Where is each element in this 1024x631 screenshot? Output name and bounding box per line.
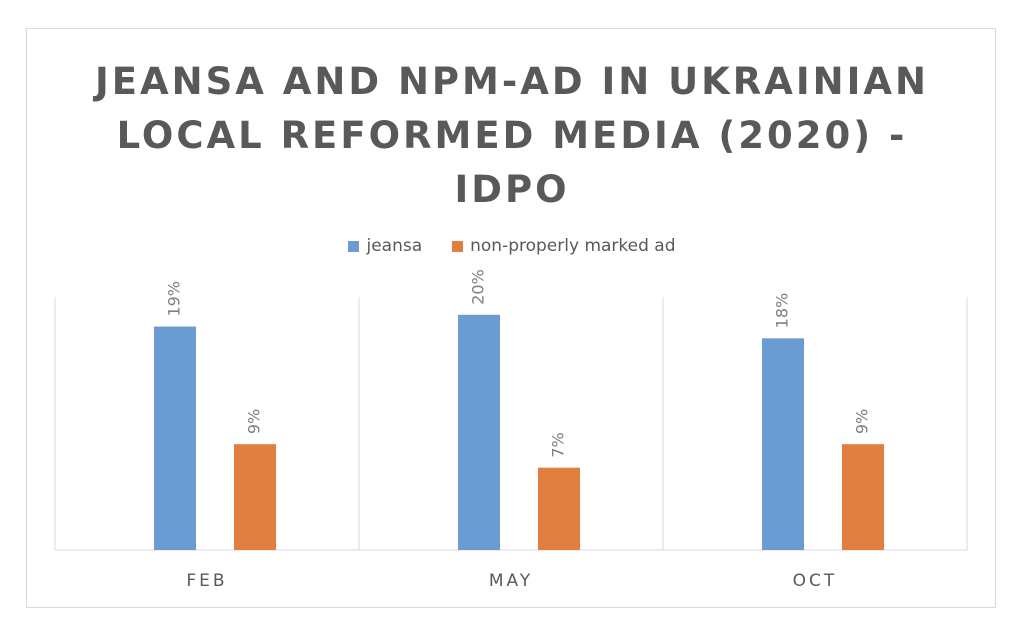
legend-item-npm-ad: non-properly marked ad (452, 236, 676, 256)
x-tick-label-feb: FEB (186, 571, 227, 591)
data-label-jeansa-feb: 19% (165, 281, 184, 317)
bar-jeansa-feb (154, 326, 196, 550)
bar-jeansa-oct (762, 338, 804, 550)
chart-title-line-1: JEANSA AND NPM-AD IN UKRAINIAN (94, 60, 930, 103)
chart-title: JEANSA AND NPM-AD IN UKRAINIAN LOCAL REF… (0, 55, 1024, 217)
data-label-jeansa-may: 20% (469, 269, 488, 305)
bar-npm-ad-may (538, 467, 580, 550)
legend-swatch-npm-ad (452, 240, 464, 252)
chart-title-line-2: LOCAL REFORMED MEDIA (2020) - (116, 114, 908, 157)
data-label-npm-ad-feb: 9% (245, 409, 264, 434)
x-tick-label-may: MAY (489, 571, 533, 591)
data-label-npm-ad-may: 7% (549, 432, 568, 457)
legend-label-npm-ad: non-properly marked ad (470, 236, 676, 256)
bar-npm-ad-feb (234, 444, 276, 550)
legend-label-jeansa: jeansa (366, 236, 423, 256)
legend-swatch-jeansa (348, 240, 360, 252)
x-tick-label-oct: OCT (793, 571, 838, 591)
chart-legend: jeansa non-properly marked ad (0, 236, 1024, 256)
chart-title-line-3: IDPO (454, 168, 570, 211)
bar-npm-ad-oct (842, 444, 884, 550)
data-label-jeansa-oct: 18% (773, 293, 792, 329)
data-label-npm-ad-oct: 9% (853, 409, 872, 434)
legend-item-jeansa: jeansa (348, 236, 422, 256)
bar-jeansa-may (458, 314, 500, 550)
